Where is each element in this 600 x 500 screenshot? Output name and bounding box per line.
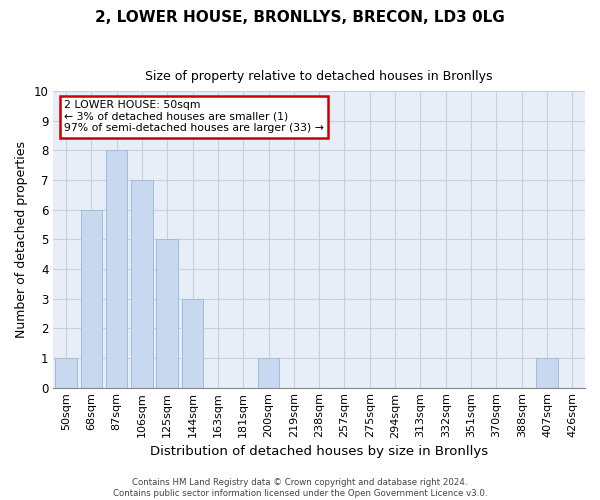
Bar (258, 358, 279, 388)
Bar (131, 180, 152, 388)
Title: Size of property relative to detached houses in Bronllys: Size of property relative to detached ho… (145, 70, 493, 83)
Text: 2, LOWER HOUSE, BRONLLYS, BRECON, LD3 0LG: 2, LOWER HOUSE, BRONLLYS, BRECON, LD3 0L… (95, 10, 505, 25)
Bar (106, 150, 127, 388)
Bar (55, 358, 77, 388)
Bar (536, 358, 558, 388)
Text: Contains HM Land Registry data © Crown copyright and database right 2024.
Contai: Contains HM Land Registry data © Crown c… (113, 478, 487, 498)
Text: 2 LOWER HOUSE: 50sqm
← 3% of detached houses are smaller (1)
97% of semi-detache: 2 LOWER HOUSE: 50sqm ← 3% of detached ho… (64, 100, 324, 133)
Bar (182, 298, 203, 388)
Bar (80, 210, 102, 388)
Y-axis label: Number of detached properties: Number of detached properties (15, 141, 28, 338)
Bar (157, 240, 178, 388)
X-axis label: Distribution of detached houses by size in Bronllys: Distribution of detached houses by size … (150, 444, 488, 458)
